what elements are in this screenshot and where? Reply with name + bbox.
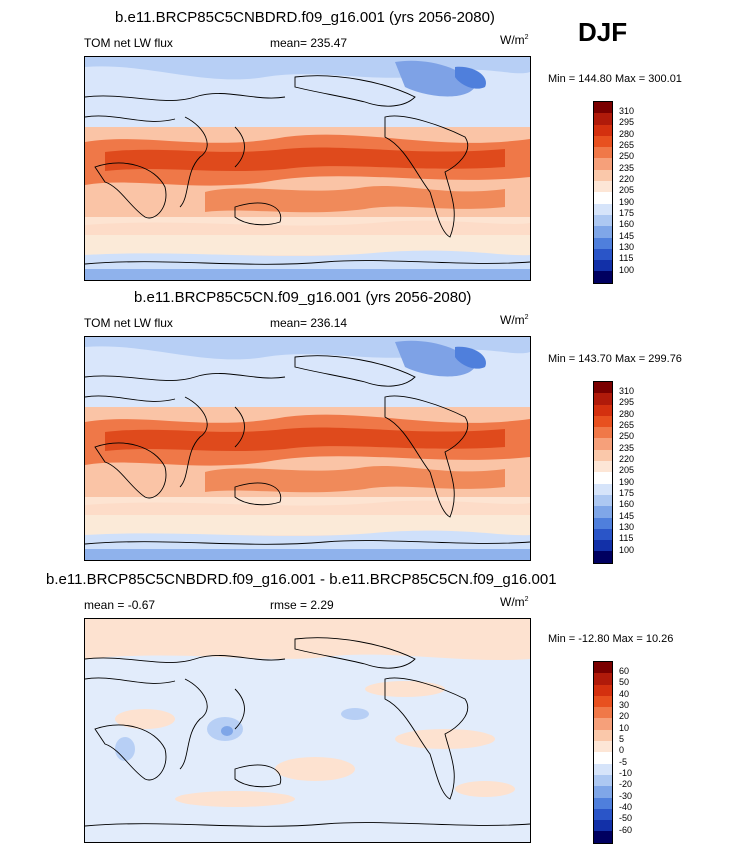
colorbar-tick: 50 (619, 677, 630, 687)
colorbar-tick: 250 (619, 151, 635, 161)
colorbar-tick: 310 (619, 386, 635, 396)
panel-1-map (84, 56, 531, 281)
panel-2-field-label: TOM net LW flux (84, 316, 173, 330)
colorbar-tick: 190 (619, 477, 635, 487)
colorbar-tick: 220 (619, 174, 635, 184)
panel-3-units: W/m2 (500, 595, 529, 609)
colorbar-tick: 280 (619, 409, 635, 419)
colorbar-tick: 250 (619, 431, 635, 441)
colorbar-tick: -10 (619, 768, 633, 778)
colorbar-tick: 160 (619, 219, 635, 229)
colorbar-tick: 100 (619, 265, 635, 275)
panel-1-title: b.e11.BRCP85C5CNBDRD.f09_g16.001 (yrs 20… (115, 9, 495, 26)
colorbar-tick: 280 (619, 129, 635, 139)
panel-2-units: W/m2 (500, 313, 529, 327)
panel-3-title: b.e11.BRCP85C5CNBDRD.f09_g16.001 - b.e11… (46, 571, 557, 588)
colorbar-tick: 205 (619, 465, 635, 475)
colorbar-tick: 190 (619, 197, 635, 207)
panel-1-units: W/m2 (500, 33, 529, 47)
season-label: DJF (578, 17, 628, 47)
colorbar-tick: 235 (619, 443, 635, 453)
colorbar-tick: 10 (619, 723, 630, 733)
panel-3-colorbar (593, 661, 613, 844)
colorbar-tick: 235 (619, 163, 635, 173)
panel-3-mean: mean = -0.67 (84, 598, 156, 612)
panel-2-minmax: Min = 143.70 Max = 299.76 (548, 353, 682, 365)
panel-2-map (84, 336, 531, 561)
panel-2-mean: mean= 236.14 (270, 316, 348, 330)
colorbar-tick: 40 (619, 689, 630, 699)
colorbar-tick: 100 (619, 545, 635, 555)
colorbar-tick: 5 (619, 734, 625, 744)
colorbar-tick: 295 (619, 117, 635, 127)
colorbar-tick: 295 (619, 397, 635, 407)
colorbar-tick: -50 (619, 813, 633, 823)
colorbar-tick: 130 (619, 242, 635, 252)
colorbar-tick: 175 (619, 488, 635, 498)
colorbar-tick: 115 (619, 533, 634, 543)
colorbar-tick: 145 (619, 231, 635, 241)
panel-1-colorbar (593, 101, 613, 284)
panel-3-minmax: Min = -12.80 Max = 10.26 (548, 633, 674, 645)
colorbar-tick: -40 (619, 802, 633, 812)
colorbar-tick: 265 (619, 420, 635, 430)
colorbar-tick: 130 (619, 522, 635, 532)
panel-3-map (84, 618, 531, 843)
panel-1-minmax: Min = 144.80 Max = 300.01 (548, 73, 682, 85)
panel-1-field-label: TOM net LW flux (84, 36, 173, 50)
colorbar-tick: -30 (619, 791, 633, 801)
colorbar-tick: 30 (619, 700, 630, 710)
colorbar-tick: 60 (619, 666, 630, 676)
panel-3-rmse: rmse = 2.29 (270, 598, 334, 612)
panel-1-mean: mean= 235.47 (270, 36, 348, 50)
colorbar-tick: -5 (619, 757, 628, 767)
colorbar-tick: -60 (619, 825, 633, 835)
colorbar-tick: 265 (619, 140, 635, 150)
colorbar-tick: 115 (619, 253, 634, 263)
colorbar-tick: 205 (619, 185, 635, 195)
colorbar-tick: 20 (619, 711, 630, 721)
colorbar-tick: 160 (619, 499, 635, 509)
colorbar-tick: -20 (619, 779, 633, 789)
panel-2-colorbar (593, 381, 613, 564)
colorbar-tick: 220 (619, 454, 635, 464)
colorbar-tick: 0 (619, 745, 625, 755)
colorbar-tick: 310 (619, 106, 635, 116)
panel-2-title: b.e11.BRCP85C5CN.f09_g16.001 (yrs 2056-2… (134, 289, 472, 306)
colorbar-tick: 175 (619, 208, 635, 218)
colorbar-tick: 145 (619, 511, 635, 521)
